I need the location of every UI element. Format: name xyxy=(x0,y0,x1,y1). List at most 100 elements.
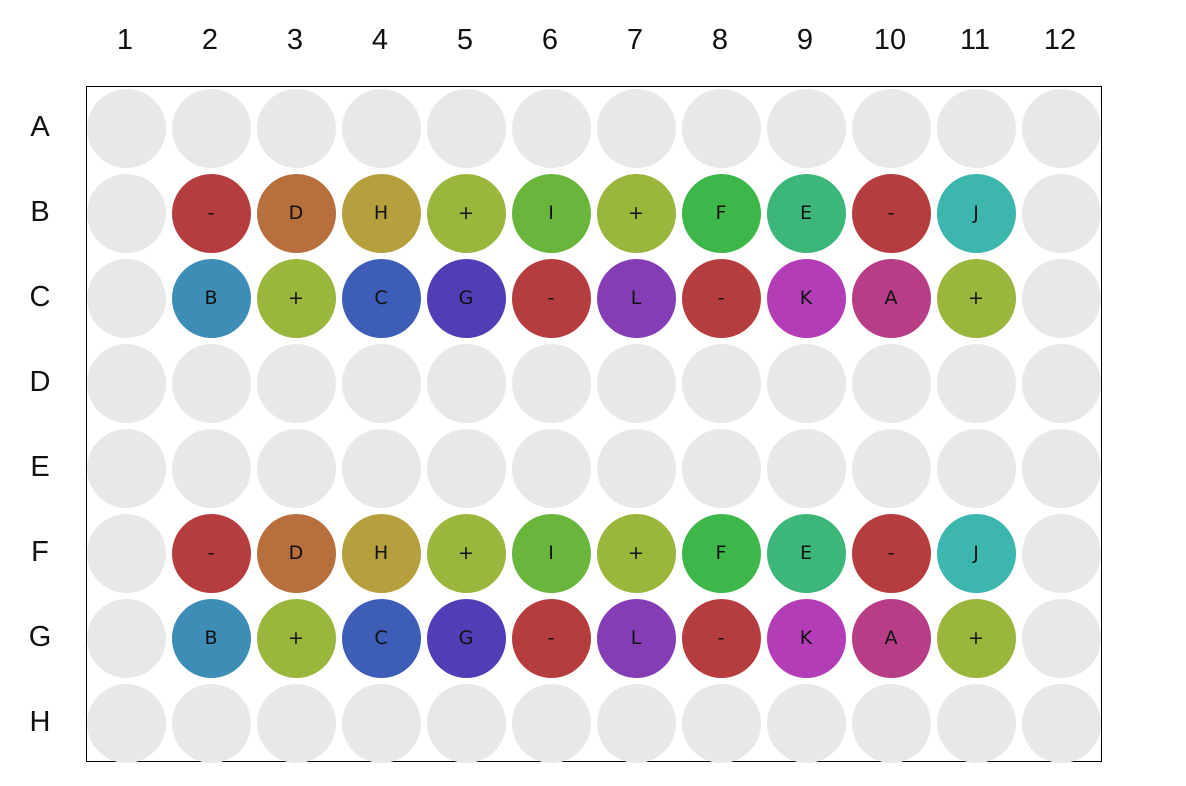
well-label: + xyxy=(968,287,984,309)
well-D12 xyxy=(1021,343,1101,423)
well-G9: K xyxy=(766,598,846,678)
well-D10 xyxy=(851,343,931,423)
row-label-G: G xyxy=(28,621,52,653)
well-A7 xyxy=(596,88,676,168)
column-label-11: 11 xyxy=(959,24,991,56)
well-F10: - xyxy=(851,513,931,593)
well-F7: + xyxy=(596,513,676,593)
well-label: E xyxy=(799,542,812,564)
well-H7 xyxy=(596,683,676,763)
well-H4 xyxy=(341,683,421,763)
well-label: K xyxy=(799,627,813,649)
well-B1 xyxy=(86,173,166,253)
well-E12 xyxy=(1021,428,1101,508)
well-G6: - xyxy=(511,598,591,678)
well-E10 xyxy=(851,428,931,508)
well-label: E xyxy=(799,202,812,224)
well-F6: I xyxy=(511,513,591,593)
well-B12 xyxy=(1021,173,1101,253)
well-E11 xyxy=(936,428,1016,508)
well-label: J xyxy=(973,202,979,224)
column-label-2: 2 xyxy=(201,24,219,56)
well-B3: D xyxy=(256,173,336,253)
well-C12 xyxy=(1021,258,1101,338)
well-G11: + xyxy=(936,598,1016,678)
well-B7: + xyxy=(596,173,676,253)
well-F1 xyxy=(86,513,166,593)
column-label-10: 10 xyxy=(873,24,907,56)
well-B9: E xyxy=(766,173,846,253)
well-label: G xyxy=(458,287,474,309)
well-G3: + xyxy=(256,598,336,678)
well-label: B xyxy=(204,287,218,309)
well-label: + xyxy=(628,542,644,564)
well-G12 xyxy=(1021,598,1101,678)
well-C9: K xyxy=(766,258,846,338)
well-F8: F xyxy=(681,513,761,593)
well-D3 xyxy=(256,343,336,423)
well-D6 xyxy=(511,343,591,423)
row-label-A: A xyxy=(30,111,50,143)
well-F12 xyxy=(1021,513,1101,593)
well-F5: + xyxy=(426,513,506,593)
well-B11: J xyxy=(936,173,1016,253)
well-label: - xyxy=(887,202,895,224)
well-F4: H xyxy=(341,513,421,593)
well-A9 xyxy=(766,88,846,168)
column-label-5: 5 xyxy=(456,24,474,56)
well-label: + xyxy=(288,287,304,309)
row-label-C: C xyxy=(29,281,51,313)
well-B5: + xyxy=(426,173,506,253)
well-B8: F xyxy=(681,173,761,253)
well-E7 xyxy=(596,428,676,508)
well-F9: E xyxy=(766,513,846,593)
well-label: + xyxy=(458,202,474,224)
well-A5 xyxy=(426,88,506,168)
well-label: + xyxy=(968,627,984,649)
well-A6 xyxy=(511,88,591,168)
well-E4 xyxy=(341,428,421,508)
well-G1 xyxy=(86,598,166,678)
well-D7 xyxy=(596,343,676,423)
well-label: I xyxy=(548,202,554,224)
well-A11 xyxy=(936,88,1016,168)
well-F3: D xyxy=(256,513,336,593)
well-D11 xyxy=(936,343,1016,423)
well-D1 xyxy=(86,343,166,423)
well-label: + xyxy=(288,627,304,649)
well-E8 xyxy=(681,428,761,508)
well-label: F xyxy=(715,202,727,224)
well-F2: - xyxy=(171,513,251,593)
well-label: I xyxy=(548,542,554,564)
well-C10: A xyxy=(851,258,931,338)
well-H8 xyxy=(681,683,761,763)
well-label: A xyxy=(884,287,898,309)
well-label: - xyxy=(887,542,895,564)
row-label-B: B xyxy=(30,196,50,228)
well-label: F xyxy=(715,542,727,564)
column-label-7: 7 xyxy=(626,24,644,56)
well-label: - xyxy=(717,627,725,649)
well-label: H xyxy=(373,202,389,224)
well-B10: - xyxy=(851,173,931,253)
well-E5 xyxy=(426,428,506,508)
well-H6 xyxy=(511,683,591,763)
well-B6: I xyxy=(511,173,591,253)
well-G10: A xyxy=(851,598,931,678)
column-label-12: 12 xyxy=(1043,24,1077,56)
well-G2: B xyxy=(171,598,251,678)
well-C1 xyxy=(86,258,166,338)
row-label-H: H xyxy=(29,706,51,738)
well-label: H xyxy=(373,542,389,564)
well-plate: - D H + I + F E - J B + C G - L - K A + - D H + I + F E - J B + C G - L - K A + xyxy=(86,86,1102,763)
well-label: C xyxy=(374,287,388,309)
well-E1 xyxy=(86,428,166,508)
well-A1 xyxy=(86,88,166,168)
well-A3 xyxy=(256,88,336,168)
well-E9 xyxy=(766,428,846,508)
well-label: - xyxy=(547,627,555,649)
well-G8: - xyxy=(681,598,761,678)
well-H2 xyxy=(171,683,251,763)
well-H9 xyxy=(766,683,846,763)
well-label: C xyxy=(374,627,388,649)
